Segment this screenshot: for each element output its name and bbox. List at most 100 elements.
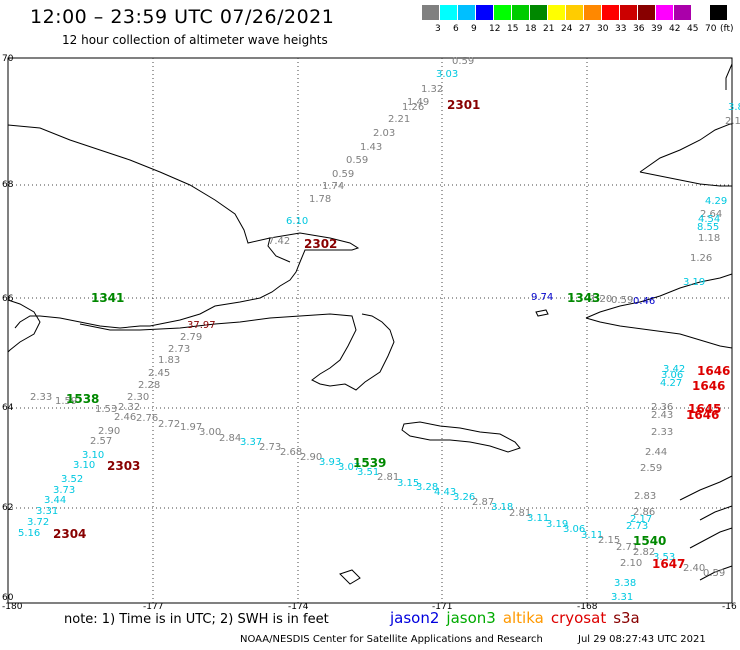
scale-label: 3 <box>435 24 441 34</box>
wave-height-value: 2.33 <box>30 392 53 403</box>
lon-label-177: -177 <box>143 602 164 612</box>
pass-time-label: 1341 <box>91 291 125 305</box>
wave-height-value: 1.49 <box>407 97 430 108</box>
pass-time-label: 1646 <box>686 408 720 422</box>
pass-time-label: 2302 <box>304 237 338 251</box>
wave-height-value: 3.19 <box>546 519 569 530</box>
wave-height-value: 0.59 <box>703 568 726 579</box>
wave-height-value: 2.46 <box>114 412 137 423</box>
wave-height-value: 3.11 <box>581 530 604 541</box>
wave-height-value: 2.17 <box>630 514 653 525</box>
wave-height-value: 3.03 <box>436 69 459 80</box>
wave-height-value: 3.26 <box>453 492 476 503</box>
wave-height-value: 5.16 <box>18 528 41 539</box>
wave-height-value: 3.06 <box>563 524 586 535</box>
wave-height-value: 2.33 <box>651 427 674 438</box>
wave-height-value: 2.73 <box>168 344 191 355</box>
lat-label-60: 60 <box>2 593 14 603</box>
pass-time-label: 2303 <box>107 459 141 473</box>
scale-label: 36 <box>633 24 645 34</box>
wave-height-value: 3.44 <box>44 495 67 506</box>
pass-time-label: 1539 <box>353 456 387 470</box>
wave-height-value: 0.59 <box>332 169 355 180</box>
wave-height-value: 3.10 <box>73 460 96 471</box>
footer-note: note: 1) Time is in UTC; 2) SWH is in fe… <box>64 612 329 627</box>
scale-swatch <box>422 5 439 20</box>
wave-height-value: 3.15 <box>397 478 420 489</box>
pass-time-label: 1646 <box>692 379 726 393</box>
legend-s3a: s3a <box>613 609 640 627</box>
wave-height-value: 2.1 <box>725 116 740 127</box>
wave-height-value: 3.51 <box>357 467 380 478</box>
lat-label-64: 64 <box>2 403 14 413</box>
scale-swatch <box>566 5 583 20</box>
wave-height-value: 2.10 <box>620 558 643 569</box>
wave-height-value: 1.78 <box>309 194 332 205</box>
legend-cryosat: cryosat <box>550 609 607 627</box>
pass-time-label: 1538 <box>66 392 100 406</box>
scale-swatch <box>692 5 709 20</box>
satellite-legend: jason2 jason3 altika cryosat s3a <box>390 609 647 627</box>
wave-height-value: 4.54 <box>698 214 721 225</box>
wave-height-value: 2.83 <box>634 491 657 502</box>
wave-height-value: 2.73 <box>259 442 282 453</box>
wave-height-value: 1.26 <box>690 253 713 264</box>
scale-label: 18 <box>525 24 537 34</box>
scale-swatch <box>638 5 655 20</box>
wave-height-value: 3.38 <box>614 578 637 589</box>
wave-height-value: 1.97 <box>180 422 203 433</box>
wave-height-value: 1.59 <box>55 396 78 407</box>
scale-label: 45 <box>687 24 699 34</box>
page-title: 12:00 – 23:59 UTC 07/26/2021 <box>30 6 335 28</box>
wave-height-value: 2.03 <box>373 128 396 139</box>
wave-height-value: 2.68 <box>280 447 303 458</box>
wave-height-value: 3.00 <box>199 427 222 438</box>
wave-height-value: 3.28 <box>416 482 439 493</box>
wave-height-value: 3.37 <box>240 437 263 448</box>
pass-time-label: 1646 <box>697 364 731 378</box>
pass-time-label: 1647 <box>652 557 686 571</box>
wave-height-value: 3.42 <box>663 364 686 375</box>
credit-text: NOAA/NESDIS Center for Satellite Applica… <box>240 634 543 645</box>
legend-altika: altika <box>502 609 544 627</box>
wave-height-value: 37.97 <box>187 320 216 331</box>
scale-unit: (ft) <box>720 24 734 34</box>
wave-height-value: 3.07 <box>338 462 361 473</box>
wave-height-value: 8.55 <box>697 222 720 233</box>
scale-label: 12 <box>489 24 501 34</box>
scale-swatch <box>602 5 619 20</box>
lat-label-68: 68 <box>2 180 14 190</box>
wave-height-value: 1.26 <box>402 102 425 113</box>
scale-label: 33 <box>615 24 627 34</box>
wave-height-value: 2.28 <box>138 380 161 391</box>
wave-height-value: 3.06 <box>661 370 684 381</box>
lat-label-66: 66 <box>2 294 14 304</box>
wave-height-value: 1.20 <box>590 294 613 305</box>
wave-height-value: 2.81 <box>377 472 400 483</box>
map-frame <box>7 57 733 604</box>
wave-height-value: 2.36 <box>651 402 674 413</box>
wave-height-value: 1.32 <box>421 84 444 95</box>
wave-height-value: 2.82 <box>633 547 656 558</box>
scale-label: 42 <box>669 24 681 34</box>
wave-height-value: 2.79 <box>180 332 203 343</box>
scale-label: 39 <box>651 24 663 34</box>
scale-label: 9 <box>471 24 477 34</box>
wave-height-value: 1.43 <box>360 142 383 153</box>
scale-swatch <box>440 5 457 20</box>
pass-time-label: 1540 <box>633 534 667 548</box>
wave-height-value: 2.71 <box>616 542 639 553</box>
wave-height-value: 2.59 <box>640 463 663 474</box>
wave-height-value: 3.52 <box>61 474 84 485</box>
page-subtitle: 12 hour collection of altimeter wave hei… <box>62 33 328 47</box>
wave-height-value: 4.29 <box>705 196 728 207</box>
scale-swatch <box>512 5 529 20</box>
graticule <box>8 58 732 603</box>
wave-height-value: 1.53 <box>95 404 118 415</box>
wave-height-value: 2.73 <box>626 521 649 532</box>
wave-height-value: 3.53 <box>653 552 676 563</box>
pass-time-label: 2301 <box>447 98 481 112</box>
pass-time-label: 1645 <box>688 402 722 416</box>
wave-height-value: 2.45 <box>148 368 171 379</box>
